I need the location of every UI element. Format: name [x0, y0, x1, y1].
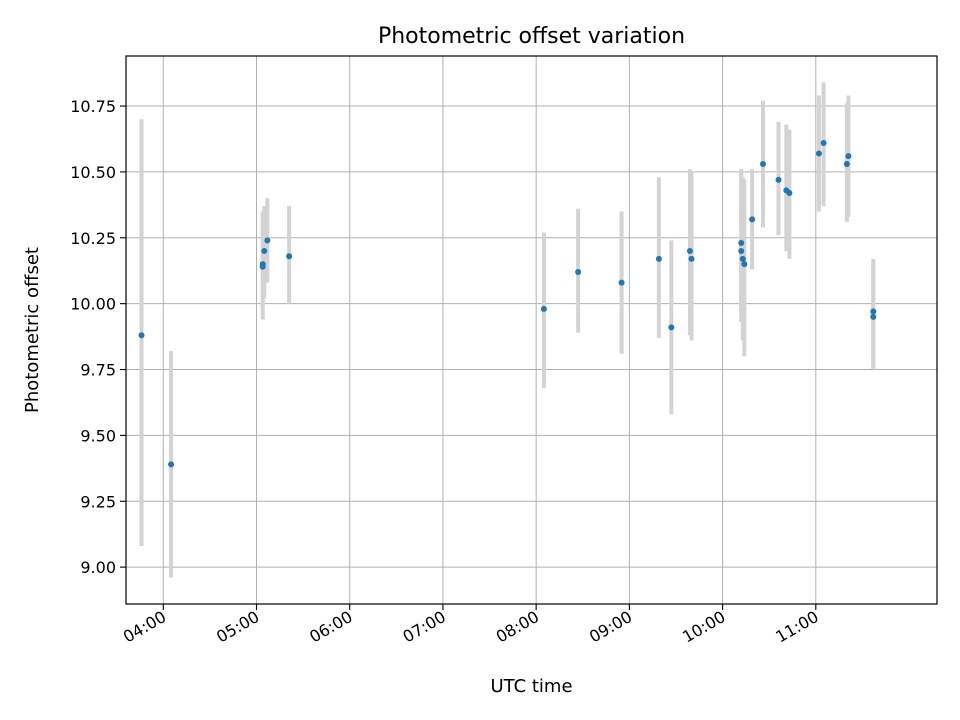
data-point [738, 247, 745, 254]
data-point [686, 247, 693, 254]
data-point [286, 253, 293, 260]
data-point [815, 150, 822, 157]
y-tick-label: 9.75 [80, 361, 116, 380]
y-tick-label: 10.50 [70, 163, 116, 182]
data-point [749, 216, 756, 223]
data-point [843, 161, 850, 168]
data-point [540, 305, 547, 312]
data-point [786, 190, 793, 196]
data-point [655, 255, 662, 262]
data-point [870, 313, 877, 320]
data-point [618, 279, 625, 286]
data-point [261, 247, 268, 254]
chart-title: Photometric offset variation [378, 24, 685, 49]
y-axis-ticks: 9.00 9.25 9.50 9.75 10.00 10.25 10.50 10.75 [70, 97, 126, 577]
y-tick-label: 9.50 [80, 426, 116, 445]
y-axis-label: Photometric offset [22, 247, 43, 413]
data-point [168, 461, 175, 468]
data-point [845, 153, 852, 160]
plot-frame [125, 55, 938, 605]
data-point [739, 255, 746, 262]
data-point [259, 263, 266, 270]
data-point [741, 261, 748, 268]
y-tick-label: 9.25 [80, 492, 116, 511]
y-tick-label: 9.00 [80, 558, 116, 577]
data-points [138, 139, 877, 468]
data-point [820, 139, 827, 146]
grid [126, 56, 937, 604]
data-point [264, 237, 271, 244]
data-point [738, 240, 745, 247]
data-point [668, 324, 675, 331]
data-point [688, 255, 695, 262]
data-point [870, 308, 877, 315]
data-point [759, 161, 766, 168]
y-tick-label: 10.00 [70, 295, 116, 314]
data-point [575, 269, 582, 276]
y-tick-label: 10.25 [70, 229, 116, 248]
data-point [775, 176, 782, 183]
y-tick-label: 10.75 [70, 97, 116, 116]
x-axis-label: UTC time [490, 676, 572, 697]
data-point [138, 332, 145, 339]
